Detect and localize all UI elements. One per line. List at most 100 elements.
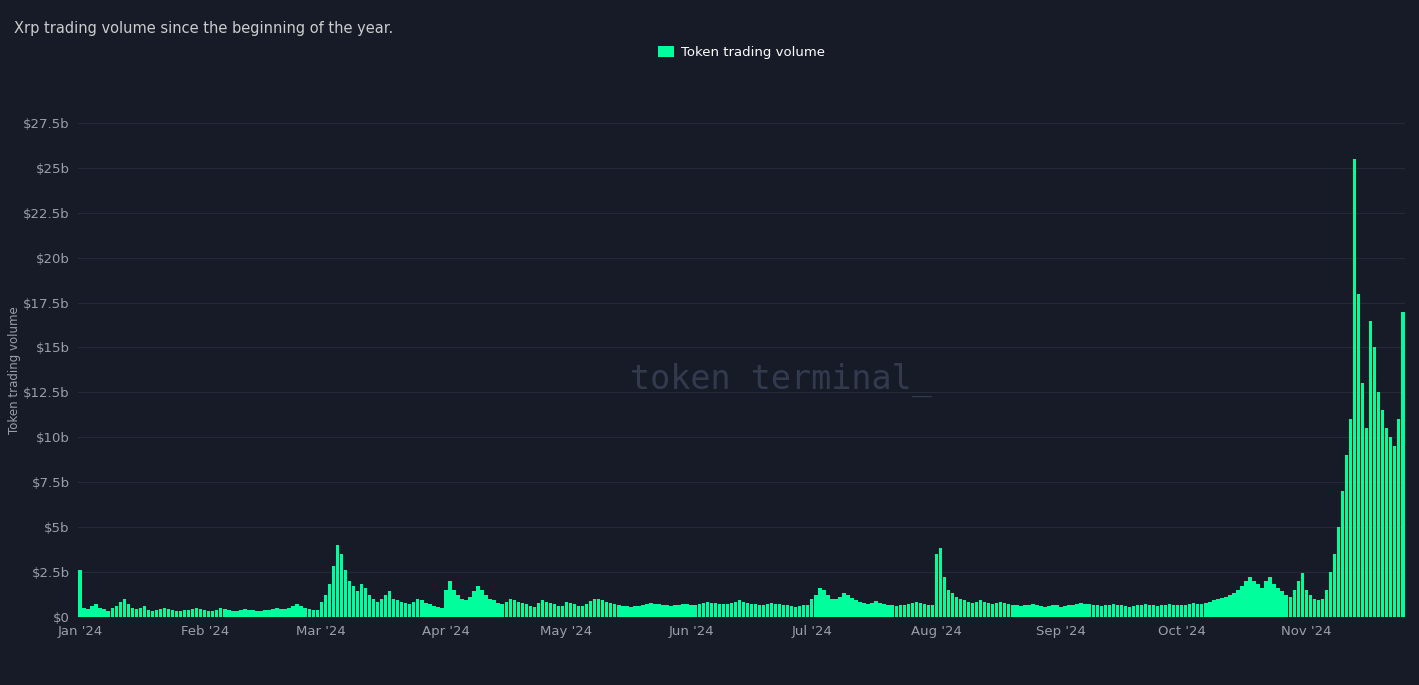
Bar [1220,598,1223,616]
Bar [1047,606,1050,616]
Bar [955,597,958,616]
Bar [1389,437,1392,616]
Bar [1365,428,1368,616]
Bar [979,600,982,616]
Bar [1381,410,1385,616]
Bar [315,610,319,616]
Bar [1216,599,1219,616]
Bar [525,604,528,616]
Bar [622,606,624,616]
Bar [995,603,999,616]
Bar [1012,605,1015,616]
Bar [348,581,350,616]
Bar [935,553,938,616]
Bar [1280,591,1284,616]
Bar [626,606,629,616]
Bar [674,606,677,616]
Bar [1164,605,1168,616]
Bar [304,608,307,616]
Bar [1304,590,1308,616]
Bar [264,610,267,616]
Bar [139,608,142,616]
Bar [192,610,194,616]
Bar [722,604,725,616]
Bar [448,581,451,616]
Bar [867,604,870,616]
Bar [146,610,150,616]
Bar [536,603,541,616]
Bar [657,604,661,616]
Bar [275,608,278,616]
Bar [473,591,475,616]
Bar [742,602,745,616]
Bar [1264,581,1267,616]
Bar [363,588,368,616]
Bar [661,605,664,616]
Bar [372,599,375,617]
Bar [773,603,778,616]
Bar [971,603,975,616]
Bar [143,606,146,616]
Bar [240,610,243,616]
Bar [505,602,508,616]
Y-axis label: Token trading volume: Token trading volume [9,306,21,434]
Bar [766,604,769,616]
Bar [561,606,565,616]
Bar [834,599,837,616]
Bar [1337,527,1340,616]
Bar [352,586,355,616]
Bar [710,603,712,616]
Bar [541,600,543,616]
Bar [175,611,179,616]
Bar [396,600,399,616]
Bar [1398,419,1401,616]
Bar [492,600,495,616]
Bar [1361,384,1364,616]
Bar [1176,606,1179,616]
Bar [1317,600,1320,616]
Bar [271,610,275,616]
Bar [1067,606,1071,616]
Bar [1023,606,1026,616]
Bar [1212,600,1216,616]
Bar [1313,599,1315,617]
Bar [1321,599,1324,617]
Bar [870,603,874,616]
Bar [705,602,710,616]
Bar [1087,604,1091,616]
Bar [725,604,729,616]
Bar [203,610,206,616]
Bar [187,610,190,616]
Bar [1249,577,1252,616]
Bar [1032,604,1034,616]
Bar [1111,604,1115,616]
Bar [569,603,572,616]
Bar [324,595,326,616]
Bar [312,610,315,616]
Bar [477,586,480,616]
Bar [894,606,898,616]
Bar [1104,606,1107,616]
Bar [295,604,299,616]
Bar [826,595,830,616]
Bar [931,606,934,616]
Bar [593,599,596,617]
Bar [1139,605,1144,616]
Bar [1325,590,1328,616]
Bar [111,608,114,616]
Bar [666,606,668,616]
Bar [771,603,773,616]
Bar [464,600,468,616]
Bar [1253,581,1256,616]
Bar [1225,597,1227,616]
Bar [308,610,311,616]
Bar [874,601,878,616]
Bar [786,606,789,616]
Bar [501,604,504,616]
Bar [420,600,423,616]
Bar [1188,604,1192,616]
Bar [194,608,199,616]
Bar [553,604,556,616]
Bar [106,611,109,616]
Bar [915,602,918,616]
